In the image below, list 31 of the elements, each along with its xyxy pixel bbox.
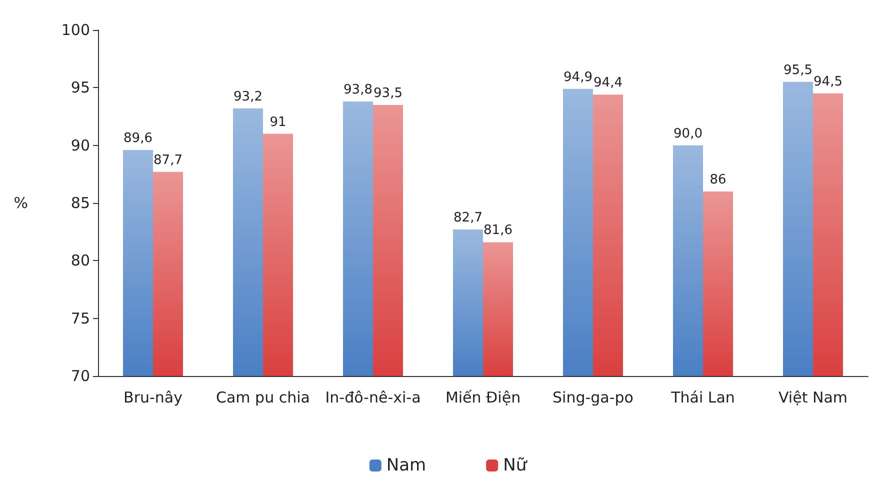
y-tick-label: 95 [70, 78, 90, 97]
data-label: 86 [710, 172, 726, 188]
y-tick-label: 90 [70, 136, 90, 154]
data-label: 94,9 [564, 70, 592, 85]
legend-label: Nữ [503, 456, 528, 476]
x-tick-label: Sing-ga-po [552, 388, 634, 406]
y-tick-label: 75 [70, 309, 90, 328]
y-axis-title: % [14, 194, 28, 212]
x-tick-label: Thái Lan [670, 388, 735, 406]
data-label: 93,5 [374, 86, 402, 101]
y-tick-label: 85 [70, 194, 90, 212]
data-label: 94,4 [594, 76, 622, 91]
x-tick-label: Cam pu chia [216, 388, 310, 406]
data-label: 82,7 [454, 210, 482, 226]
y-tick-label: 100 [61, 21, 90, 39]
data-label: 93,8 [344, 82, 372, 98]
data-label: 95,5 [784, 62, 812, 78]
y-tick-label: 80 [70, 252, 90, 270]
x-tick-label: Bru-nây [124, 388, 183, 406]
data-label: 91 [270, 114, 286, 130]
data-label: 93,2 [234, 89, 262, 104]
x-tick-label: Miến Điện [445, 388, 521, 406]
x-tick-label: In-đô-nê-xi-a [325, 388, 421, 406]
data-label: 89,6 [124, 130, 152, 146]
data-label: 90,0 [674, 126, 702, 142]
data-label: 87,7 [154, 152, 182, 168]
data-label: 81,6 [484, 223, 512, 238]
legend-label: Nam [386, 456, 426, 476]
data-label: 94,5 [814, 74, 842, 90]
y-tick-label: 70 [70, 367, 90, 385]
x-tick-label: Việt Nam [778, 388, 848, 406]
